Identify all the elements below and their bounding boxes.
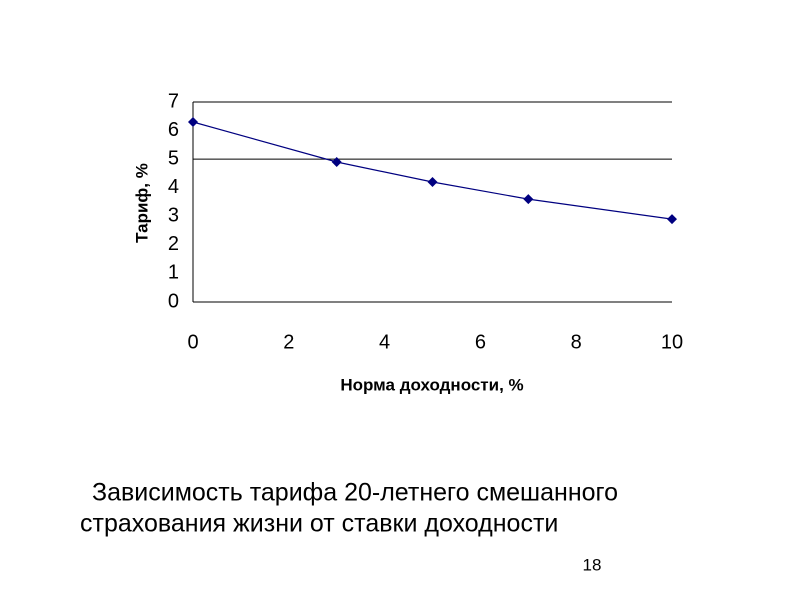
- data-point: [523, 194, 534, 205]
- data-point: [188, 117, 198, 127]
- y-tick-label: 3: [168, 205, 179, 227]
- y-axis-title: Тариф, %: [132, 163, 151, 243]
- y-tick-label: 0: [168, 290, 179, 312]
- x-tick-label: 2: [283, 331, 294, 353]
- x-tick-label: 6: [475, 331, 486, 353]
- data-point: [667, 214, 677, 225]
- y-tick-label: 5: [168, 147, 179, 169]
- y-tick-label: 2: [168, 233, 179, 255]
- caption-line: Зависимость тарифа 20-летнего смешанного: [92, 479, 618, 507]
- x-tick-label: 0: [187, 331, 198, 353]
- x-axis-title: Норма доходности, %: [340, 375, 523, 394]
- y-tick-label: 4: [168, 176, 179, 198]
- y-tick-label: 6: [168, 119, 179, 141]
- x-tick-label: 8: [571, 331, 582, 353]
- x-tick-label: 10: [661, 331, 683, 353]
- y-tick-label: 7: [168, 90, 179, 112]
- caption-line: страхования жизни от ставки доходности: [80, 510, 558, 538]
- data-point: [427, 177, 438, 187]
- y-tick-label: 1: [168, 262, 179, 284]
- data-point: [331, 157, 342, 167]
- page-number: 18: [583, 555, 602, 574]
- x-tick-label: 4: [379, 331, 390, 353]
